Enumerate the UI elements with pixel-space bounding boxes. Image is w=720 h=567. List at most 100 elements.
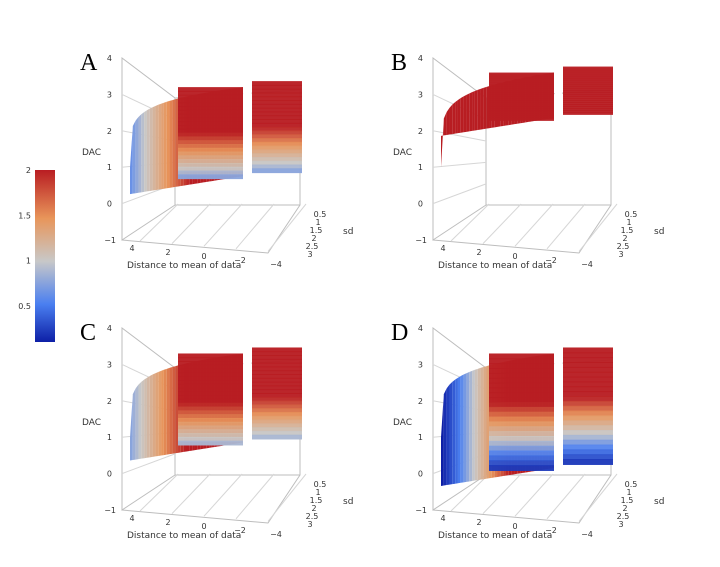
surface-patch — [466, 93, 470, 132]
surface-patch — [489, 353, 554, 360]
surface-patch — [474, 89, 478, 131]
x-tick-label: −2 — [545, 256, 557, 265]
surface-patch — [489, 106, 554, 110]
surface-patch — [178, 159, 243, 164]
surface-patch — [141, 112, 145, 193]
panel-b: B 4 3 2 1 0 −1 DAC 4 2 0 −2 −4 Distance to mean of da… — [391, 50, 664, 271]
surface-patch — [178, 113, 243, 119]
surface-patch — [483, 366, 487, 480]
x-tick-label: −4 — [270, 530, 282, 539]
surface-patch — [480, 87, 484, 130]
surface-patch — [489, 440, 554, 447]
surface-patch — [178, 151, 243, 157]
surface-patch — [178, 436, 243, 442]
surface-patch — [252, 145, 302, 151]
surface-patch — [178, 391, 243, 397]
surface-patch — [489, 455, 554, 462]
z-tick-label: −1 — [104, 506, 116, 515]
z-tick-label: 4 — [107, 54, 112, 63]
sd-tick-label: 1 — [626, 218, 631, 227]
surface-patch — [489, 421, 554, 428]
surface-patch — [449, 381, 453, 485]
surface-patch — [178, 140, 243, 145]
surface-patch — [172, 99, 176, 188]
surface-patch — [489, 368, 554, 374]
surface-patch — [472, 90, 475, 131]
surface-patch — [563, 410, 613, 417]
surface-patch — [178, 357, 243, 363]
z-tick-label: 0 — [418, 470, 423, 479]
surface-patch — [149, 374, 153, 458]
grid-line — [432, 183, 487, 205]
surface-patch — [252, 389, 302, 394]
surface-patch — [489, 72, 554, 76]
surface-patch — [563, 405, 613, 412]
surface-patch — [563, 82, 613, 86]
surface-patch — [489, 358, 554, 365]
surface-patch — [252, 400, 302, 406]
surface-patch — [489, 76, 554, 80]
surface-patch — [252, 427, 302, 432]
surface-patch — [144, 377, 147, 459]
colorbar-tick-label: 0.5 — [18, 302, 31, 311]
surface-patch — [489, 96, 554, 100]
panel-c: C 4 3 2 1 0 −1 DAC 4 2 0 −2 −4 Distance to mean of da… — [80, 320, 353, 541]
surface-patch — [483, 86, 487, 130]
surface-patch — [252, 404, 302, 410]
surface-patch — [252, 156, 302, 162]
surface-patch — [252, 168, 302, 174]
surface-patch — [252, 100, 302, 105]
surface-patch — [563, 386, 613, 393]
z-tick-label: 4 — [107, 324, 112, 333]
z-tick-label: 3 — [418, 360, 423, 369]
x-tick-label: −2 — [234, 256, 246, 265]
z-tick-label: 0 — [107, 470, 112, 479]
surface-patch — [252, 366, 302, 372]
surface-patch — [489, 82, 554, 86]
sd-tick-label: 0.5 — [625, 210, 638, 219]
surface-patch — [178, 121, 243, 127]
grid-line — [121, 453, 176, 475]
surface-patch — [563, 102, 613, 106]
grid-line — [546, 203, 586, 250]
surface-patch — [252, 358, 302, 364]
sd-tick-label: 3 — [618, 520, 623, 529]
surface-patch — [489, 363, 554, 370]
surface-patch — [252, 84, 302, 90]
surface-patch — [460, 374, 464, 483]
surface-patch — [489, 113, 554, 117]
surface-patch — [252, 92, 302, 98]
surface-patch — [178, 406, 243, 412]
x-tick-label: 2 — [165, 518, 170, 527]
z-tick-label: 3 — [418, 90, 423, 99]
surface-patch — [489, 94, 554, 98]
surface-patch — [146, 108, 150, 192]
surface-patch — [489, 377, 554, 384]
z-tick-label: 0 — [418, 200, 423, 209]
surface-patch — [178, 395, 243, 400]
sd-tick-label: 1 — [626, 488, 631, 497]
surface-patch — [252, 381, 302, 387]
surface-patch — [489, 88, 554, 92]
surface-patch — [563, 78, 613, 82]
surface-patch — [452, 102, 456, 135]
surface-patch — [563, 94, 613, 98]
surface-patch — [252, 415, 302, 421]
sd-tick-label: 2 — [622, 504, 627, 513]
surface-patch — [178, 132, 243, 138]
grid-line — [482, 203, 522, 244]
z-tick-label: 1 — [418, 163, 423, 172]
x-axis-label: Distance to mean of data — [127, 531, 241, 541]
surface-patch — [489, 435, 554, 442]
surface-patch — [132, 388, 136, 461]
surface-patch — [178, 421, 243, 427]
surface-patch — [563, 391, 613, 398]
x-axis-label: Distance to mean of data — [127, 261, 241, 271]
surface-patch — [146, 376, 150, 458]
z-tick-label: 3 — [107, 360, 112, 369]
surface-patch — [178, 98, 243, 104]
surface-patch — [443, 388, 447, 486]
surface-patch — [252, 115, 302, 121]
surface-patch — [563, 100, 613, 104]
surface-patch — [489, 104, 554, 108]
